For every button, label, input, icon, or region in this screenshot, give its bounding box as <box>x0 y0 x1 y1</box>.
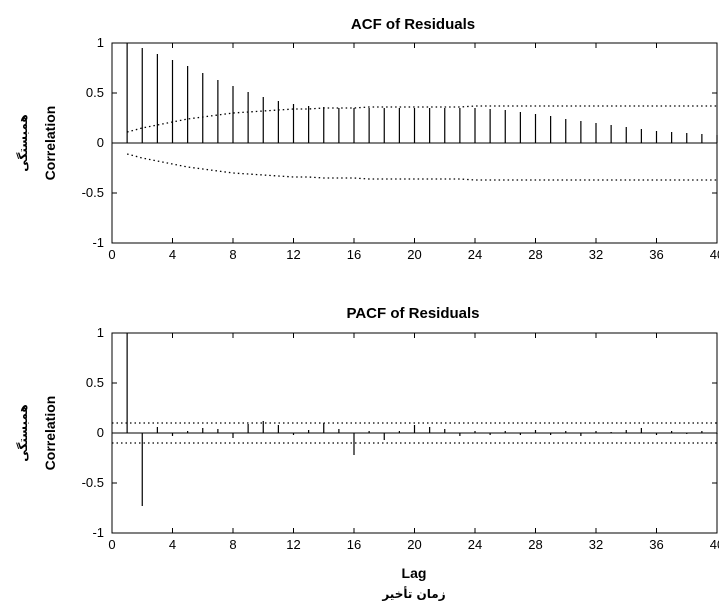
pacf-y-tick-label: 1 <box>97 325 104 340</box>
pacf-y-axis-label-persian: همبستگی <box>16 404 30 462</box>
pacf-y-tick-label: -0.5 <box>82 475 104 490</box>
acf-y-tick-label: 0.5 <box>86 85 104 100</box>
pacf-x-tick-label: 4 <box>169 537 176 552</box>
acf-y-tick-label: -1 <box>92 235 104 250</box>
acf-x-tick-label: 12 <box>286 247 300 262</box>
x-axis-label: Lag <box>402 565 427 581</box>
pacf-y-axis-label: Correlation <box>42 396 58 471</box>
acf-x-tick-label: 32 <box>589 247 603 262</box>
acf-x-tick-label: 24 <box>468 247 482 262</box>
x-axis-label-persian: زمان تأخیر <box>381 586 445 601</box>
acf-title: ACF of Residuals <box>351 16 475 33</box>
acf-panel: ACF of Residuals Correlation همبستگی 0 4 8… <box>16 16 719 262</box>
acf-confidence-upper-line <box>126 105 717 133</box>
acf-x-tick-label: 36 <box>649 247 663 262</box>
acf-confidence-lower-line <box>126 153 717 181</box>
pacf-x-tick-label: 28 <box>528 537 542 552</box>
acf-x-tick-label: 40 <box>710 247 719 262</box>
acf-x-tick-label: 0 <box>108 247 115 262</box>
acf-x-tick-label: 8 <box>229 247 236 262</box>
pacf-x-tick-label: 32 <box>589 537 603 552</box>
pacf-x-tick-label: 36 <box>649 537 663 552</box>
acf-x-tick-label: 20 <box>407 247 421 262</box>
pacf-x-tick-label: 40 <box>710 537 719 552</box>
pacf-x-tick-label: 20 <box>407 537 421 552</box>
pacf-title: PACF of Residuals <box>346 305 479 322</box>
acf-x-tick-label: 4 <box>169 247 176 262</box>
pacf-plot-area: 0 4 8 12 16 20 24 28 32 36 40 1 0.5 0 -0.5 -1 <box>82 325 719 552</box>
pacf-y-tick-label: 0 <box>97 425 104 440</box>
pacf-panel: PACF of Residuals Correlation همبستگی 0 4… <box>16 305 719 601</box>
acf-x-tick-label: 28 <box>528 247 542 262</box>
acf-y-tick-label: 1 <box>97 35 104 50</box>
acf-y-tick-label: 0 <box>97 135 104 150</box>
pacf-y-tick-label: 0.5 <box>86 375 104 390</box>
pacf-x-tick-label: 12 <box>286 537 300 552</box>
pacf-x-tick-label: 24 <box>468 537 482 552</box>
pacf-y-tick-label: -1 <box>92 525 104 540</box>
acf-plot-area: 0 4 8 12 16 20 24 28 32 36 40 1 0.5 0 -0.5 -1 <box>82 35 719 262</box>
pacf-x-tick-label: 8 <box>229 537 236 552</box>
pacf-x-tick-label: 16 <box>347 537 361 552</box>
pacf-x-tick-label: 0 <box>108 537 115 552</box>
acf-y-axis-label-persian: همبستگی <box>16 114 30 172</box>
acf-x-tick-label: 16 <box>347 247 361 262</box>
acf-y-tick-label: -0.5 <box>82 185 104 200</box>
acf-y-axis-label: Correlation <box>42 106 58 181</box>
